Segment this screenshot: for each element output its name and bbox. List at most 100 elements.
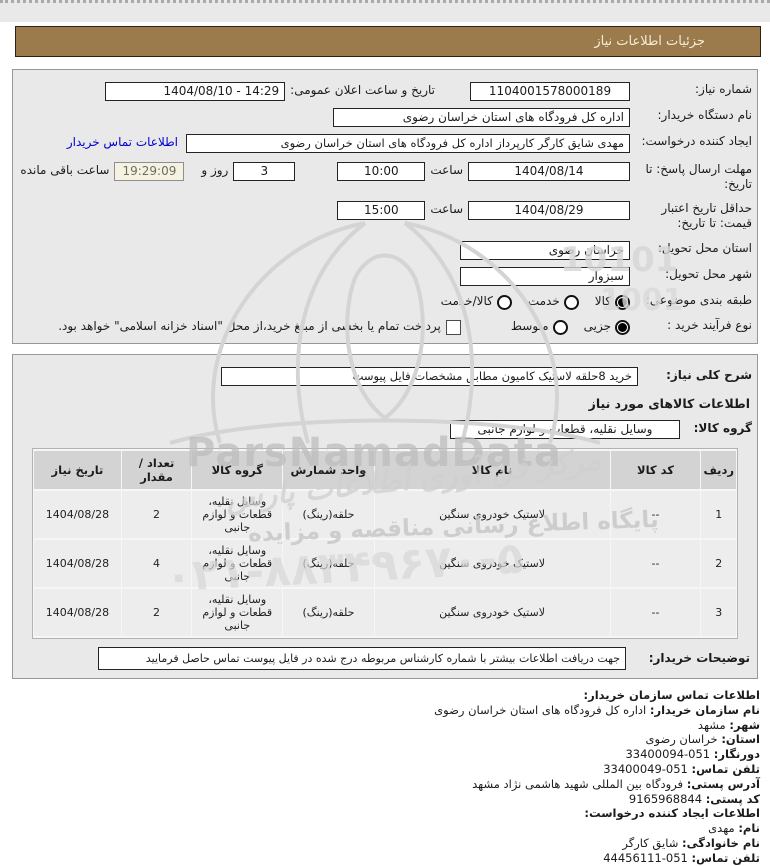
- price-validity-row: حداقل تاریخ اعتبار قیمت: تا تاریخ: 1404/…: [18, 201, 752, 231]
- process-type-row: نوع فرآیند خرید : جزیی متوسط پرداخت تمام…: [18, 318, 752, 335]
- need-number-field[interactable]: 1104001578000189: [470, 82, 630, 101]
- cell-unit: حلقه(رینگ): [283, 491, 374, 538]
- contact-line-phone: تلفن تماس: 33400049-051: [0, 762, 760, 777]
- validity-hour-label: ساعت: [430, 202, 463, 216]
- top-dotted-strip: [0, 0, 770, 22]
- validity-time-field[interactable]: 15:00: [337, 201, 426, 220]
- goods-group-row: گروه کالا: وسایل نقلیه، قطعات و لوازم جا…: [18, 420, 752, 439]
- days-remaining-field: 3: [233, 162, 296, 181]
- goods-table-wrap: ردیف کد کالا نام کالا واحد شمارش گروه کا…: [32, 448, 738, 639]
- delivery-province-label: استان محل تحویل:: [657, 241, 752, 255]
- delivery-province-field[interactable]: خراسان رضوی: [460, 241, 630, 260]
- treasury-checkbox-label: پرداخت تمام یا بخشی از مبلغ خرید،از محل …: [58, 319, 441, 333]
- cell-need-date: 1404/08/28: [34, 491, 121, 538]
- radio-medium-label: متوسط: [510, 319, 549, 333]
- col-row-number: ردیف: [701, 451, 736, 489]
- phone-value: 33400049-051: [603, 761, 688, 776]
- buyer-device-label: نام دستگاه خریدار:: [657, 108, 753, 122]
- delivery-city-row: شهر محل تحویل: سبزوار: [18, 267, 752, 286]
- classification-label: طبقه بندی موضوعی:: [645, 293, 752, 307]
- table-row: 2 -- لاستیک خودروی سنگین حلقه(رینگ) وسای…: [34, 540, 736, 587]
- cell-quantity: 2: [121, 589, 192, 636]
- cell-item-name: لاستیک خودروی سنگین: [374, 540, 610, 587]
- creator-field[interactable]: مهدی شایق کارگر کارپرداز اداره کل فرودگا…: [186, 134, 630, 153]
- contact-heading: اطلاعات تماس سازمان خریدار:: [583, 688, 760, 702]
- contact-line-province: استان: خراسان رضوی: [0, 732, 761, 747]
- creator-phone-label: تلفن تماس:: [691, 850, 760, 865]
- cell-row-number: 3: [701, 589, 736, 636]
- deadline-label: مهلت ارسال پاسخ: تا تاریخ:: [645, 162, 752, 191]
- delivery-city-label: شهر محل تحویل:: [665, 267, 752, 281]
- need-number-row: شماره نیاز: 1104001578000189 تاریخ و ساع…: [18, 82, 752, 101]
- cell-item-name: لاستیک خودروی سنگین: [374, 491, 610, 538]
- deadline-hour-label: ساعت: [430, 163, 463, 177]
- table-row: 3 -- لاستیک خودروی سنگین حلقه(رینگ) وسای…: [34, 589, 736, 636]
- col-item-name: نام کالا: [374, 451, 610, 489]
- class-option-goods-service: کالا/خدمت: [441, 293, 512, 310]
- cell-quantity: 4: [121, 540, 192, 587]
- deadline-date-field[interactable]: 1404/08/14: [468, 162, 630, 181]
- phone-label: تلفن تماس:: [691, 761, 760, 776]
- address-label: آدرس پستی:: [686, 776, 760, 791]
- creator-label: ایجاد کننده درخواست:: [641, 134, 752, 148]
- page-title-bar: جزئیات اطلاعات نیاز: [15, 26, 761, 57]
- radio-service-label: خدمت: [527, 294, 560, 308]
- buyer-notes-field[interactable]: جهت دریافت اطلاعات بیشتر با شماره کارشنا…: [98, 647, 626, 670]
- city-value: مشهد: [697, 717, 726, 732]
- col-group: گروه کالا: [192, 451, 283, 489]
- creator-info-heading: اطلاعات ایجاد کننده درخواست:: [584, 806, 760, 821]
- province-value: خراسان رضوی: [645, 732, 718, 747]
- buyer-device-field[interactable]: اداره کل فرودگاه های استان خراسان رضوی: [333, 108, 630, 127]
- class-option-goods: کالا: [595, 293, 630, 310]
- delivery-province-row: استان محل تحویل: خراسان رضوی: [18, 241, 752, 260]
- goods-group-label: گروه کالا:: [693, 421, 752, 435]
- contact-line-address: آدرس پستی: فرودگاه بین المللی شهید هاشمی…: [0, 777, 760, 792]
- page-title: جزئیات اطلاعات نیاز: [594, 34, 705, 49]
- need-description-label: شرح کلی نیاز:: [666, 368, 752, 382]
- treasury-checkbox[interactable]: [445, 320, 461, 335]
- class-option-service: خدمت: [528, 293, 579, 310]
- radio-goods[interactable]: [615, 295, 630, 310]
- contact-line-postal: کد پستی: 9165968844: [0, 792, 760, 807]
- cell-row-number: 1: [701, 491, 736, 538]
- contact-line-name: نام: مهدی: [0, 821, 760, 836]
- deadline-row: مهلت ارسال پاسخ: تا تاریخ: 1404/08/14 سا…: [18, 162, 752, 192]
- process-type-label: نوع فرآیند خرید :: [667, 318, 752, 332]
- contact-line-family: نام خانوادگی: شایق کارگر: [0, 836, 760, 851]
- process-option-minor: جزیی: [584, 318, 630, 335]
- announce-datetime-field[interactable]: 1404/08/10 - 14:29: [105, 82, 286, 101]
- fax-label: دورنگار:: [713, 747, 760, 762]
- city-label: شهر:: [729, 717, 760, 732]
- validity-label: حداقل تاریخ اعتبار قیمت: تا تاریخ:: [661, 201, 752, 230]
- province-label: استان:: [721, 732, 760, 747]
- radio-goods-service[interactable]: [496, 295, 512, 310]
- contact-line-phone2: تلفن تماس: 44456111-051: [0, 851, 760, 866]
- deadline-time-field[interactable]: 10:00: [337, 162, 426, 181]
- postal-label: کد پستی:: [705, 791, 760, 806]
- need-number-label: شماره نیاز:: [695, 82, 752, 96]
- classification-row: طبقه بندی موضوعی: کالا خدمت کالا/خدمت: [18, 293, 752, 310]
- org-label: نام سازمان خریدار:: [649, 702, 760, 717]
- goods-group-field[interactable]: وسایل نقلیه، قطعات و لوازم جانبی: [450, 420, 680, 439]
- cell-item-code: --: [610, 589, 701, 636]
- need-description-row: شرح کلی نیاز: خرید 8حلقه لاستیک کامیون م…: [18, 367, 752, 386]
- col-item-code: کد کالا: [610, 451, 701, 489]
- contact-line-org: نام سازمان خریدار: اداره کل فرودگاه های …: [0, 703, 760, 718]
- countdown-timer: 19:29:09: [114, 162, 185, 181]
- radio-medium[interactable]: [552, 320, 568, 335]
- validity-date-field[interactable]: 1404/08/29: [468, 201, 630, 220]
- delivery-city-field[interactable]: سبزوار: [460, 267, 630, 286]
- radio-service[interactable]: [563, 295, 579, 310]
- cell-item-code: --: [610, 491, 701, 538]
- cell-group: وسایل نقلیه، قطعات و لوازم جانبی: [192, 540, 283, 587]
- first-name-value: مهدی: [708, 821, 735, 836]
- buyer-contact-link[interactable]: اطلاعات تماس خریدار: [66, 135, 178, 149]
- cell-row-number: 2: [701, 540, 736, 587]
- cell-unit: حلقه(رینگ): [283, 540, 374, 587]
- table-header-row: ردیف کد کالا نام کالا واحد شمارش گروه کا…: [34, 451, 736, 489]
- need-description-field[interactable]: خرید 8حلقه لاستیک کامیون مطابق مشخصات فا…: [221, 367, 638, 386]
- radio-minor[interactable]: [615, 320, 630, 335]
- col-quantity: تعداد / مقدار: [121, 451, 192, 489]
- table-row: 1 -- لاستیک خودروی سنگین حلقه(رینگ) وسای…: [34, 491, 736, 538]
- org-value: اداره کل فرودگاه های استان خراسان رضوی: [434, 702, 647, 717]
